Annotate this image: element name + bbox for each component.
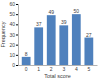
data-label: 8 (25, 51, 28, 57)
tick-label: 10 (9, 52, 15, 58)
x-tick: 1 (37, 65, 40, 72)
x-tick: 3 (62, 65, 65, 72)
x-axis-title: Total score (44, 73, 71, 79)
tick-label: 50 (9, 11, 15, 17)
tick-label: 20 (9, 42, 15, 48)
bar (72, 14, 81, 65)
data-label: 39 (61, 19, 67, 25)
tick-label: 0 (12, 62, 15, 68)
x-tick: 5 (87, 65, 90, 72)
data-labels: 8 37 49 39 50 27 (25, 8, 92, 57)
data-label: 37 (36, 21, 42, 27)
x-tick: 2 (50, 65, 53, 72)
bar (47, 15, 56, 65)
bar (34, 27, 43, 65)
tick-label: 3 (62, 66, 65, 72)
axis-line (19, 65, 98, 66)
tick-label: 40 (9, 21, 15, 27)
axis-line (16, 5, 19, 66)
tick-mark (16, 55, 18, 56)
y-tick: 0 (12, 62, 18, 68)
tick-label: 4 (75, 66, 78, 72)
y-tick: 10 (9, 52, 18, 58)
data-label: 50 (74, 8, 80, 14)
y-tick: 60 (9, 1, 18, 7)
tick-label: 30 (9, 32, 15, 38)
tick-label: 0 (25, 66, 28, 72)
tick-label: 5 (87, 66, 90, 72)
y-tick: 40 (9, 21, 18, 27)
tick-label: 60 (9, 1, 15, 7)
tick-mark (16, 45, 18, 46)
data-label: 49 (48, 9, 54, 15)
bars (22, 14, 93, 65)
y-axis: 0 10 20 30 40 50 60 (9, 1, 18, 68)
tick-mark (16, 24, 18, 25)
bar (84, 38, 93, 65)
x-axis: 0 1 2 3 4 5 (19, 65, 98, 72)
y-tick: 20 (9, 42, 18, 48)
tick-label: 1 (37, 66, 40, 72)
tick-mark (16, 14, 18, 15)
data-label: 27 (86, 32, 92, 38)
tick-mark (16, 35, 18, 36)
chart: 0 10 20 30 40 50 60 0 1 2 3 4 5 8 37 49 39 50 27 Total scor… (0, 0, 100, 80)
plot: 0 10 20 30 40 50 60 0 1 2 3 4 5 8 37 49 39 50 27 (9, 1, 97, 71)
tick-label: 2 (50, 66, 53, 72)
bar (59, 25, 68, 65)
y-axis-title: Frequency (0, 21, 6, 47)
tick-mark (16, 65, 18, 66)
bar (22, 57, 31, 65)
x-tick: 0 (25, 65, 28, 72)
y-tick: 30 (9, 32, 18, 38)
y-tick: 50 (9, 11, 18, 17)
tick-mark (16, 4, 18, 5)
x-tick: 4 (75, 65, 78, 72)
